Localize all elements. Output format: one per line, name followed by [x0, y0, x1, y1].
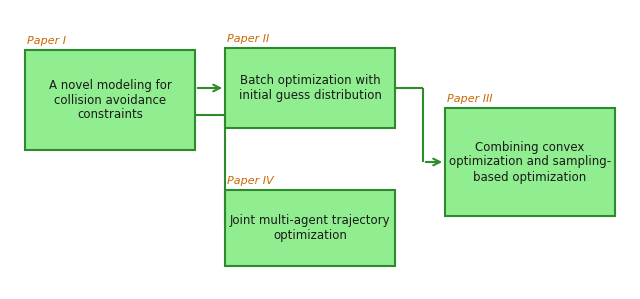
FancyBboxPatch shape: [225, 190, 395, 266]
Text: Joint multi-agent trajectory
optimization: Joint multi-agent trajectory optimizatio…: [230, 214, 390, 242]
Text: A novel modeling for
collision avoidance
constraints: A novel modeling for collision avoidance…: [49, 79, 172, 121]
FancyBboxPatch shape: [445, 108, 615, 216]
Text: Batch optimization with
initial guess distribution: Batch optimization with initial guess di…: [239, 74, 381, 102]
Text: Paper I: Paper I: [27, 36, 66, 46]
FancyBboxPatch shape: [225, 48, 395, 128]
Text: Combining convex
optimization and sampling-
based optimization: Combining convex optimization and sampli…: [449, 141, 611, 184]
FancyBboxPatch shape: [25, 50, 195, 150]
Text: Paper IV: Paper IV: [227, 176, 274, 186]
Text: Paper II: Paper II: [227, 34, 269, 44]
Text: Paper III: Paper III: [447, 94, 493, 104]
